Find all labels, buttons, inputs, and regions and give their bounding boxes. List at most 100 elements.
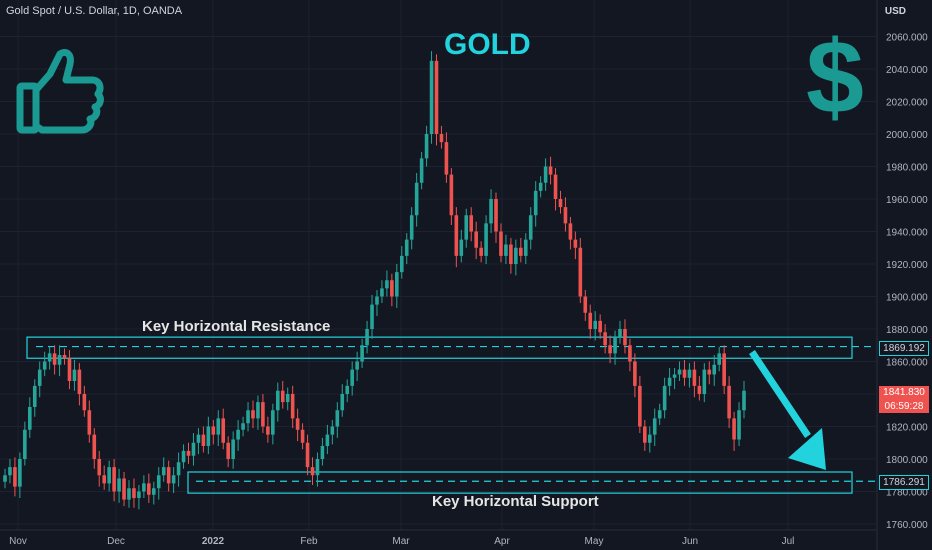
candle [62,348,67,365]
candle-body [171,475,176,484]
candle-body [295,418,300,430]
candle-body [712,364,717,375]
candle-body [23,429,27,459]
candle [593,311,598,341]
candle [151,481,156,505]
candle-body [325,434,330,446]
symbol-header[interactable]: Gold Spot / U.S. Dollar, 1D, OANDA [6,5,183,17]
candle [672,368,677,390]
candle [127,480,131,508]
candle-body [117,478,121,492]
candle-body [186,450,191,456]
candle-body [419,158,424,183]
candle-body [310,467,315,476]
candle-body [156,475,161,489]
candle [122,472,126,507]
candle [310,457,315,485]
candle [32,379,37,417]
candle-body [251,410,255,419]
candle-body [543,166,548,183]
candle-body [335,410,340,427]
candle [553,168,558,211]
candle [652,408,657,446]
candle-body [236,429,240,440]
candle-body [449,174,454,216]
candle [737,402,741,446]
y-tick-label: 1820.000 [886,423,928,434]
candle [72,359,77,391]
candle [256,395,260,430]
candle-body [469,215,474,232]
candle [538,176,543,198]
y-tick-label: 2060.000 [886,33,928,44]
candle-body [127,488,131,500]
candle [603,324,607,354]
candle-body [107,467,111,484]
candle [82,385,87,417]
candle-body [206,426,211,446]
candle-body [137,491,141,498]
candle-body [603,332,607,346]
candle [613,330,617,365]
candle-body [97,459,102,476]
candle-body [707,369,712,375]
candle [558,190,563,214]
candle-body [395,272,399,297]
candle [479,241,483,263]
candle [727,376,731,429]
candle-body [112,467,116,492]
candle [469,207,474,242]
candle-body [72,369,77,381]
candle [196,428,201,455]
candle [444,132,449,183]
y-tick-label: 1920.000 [886,260,928,271]
down-arrow [749,350,826,470]
candle-body [266,426,270,435]
candle [246,402,250,432]
candle [18,452,22,498]
candle [251,400,255,429]
candle [97,450,102,487]
candle [340,384,345,417]
support-price-tag: 1786.291 [879,475,929,490]
candle [523,233,528,264]
chart-title: GOLD [444,28,531,61]
candle [201,426,206,453]
candle [3,468,7,489]
candle [8,459,12,484]
candle-body [533,190,538,216]
candle [27,397,32,438]
candle-body [360,345,364,362]
x-tick-label: Jun [682,536,698,547]
candle [390,273,394,307]
y-tick-label: 1800.000 [886,455,928,466]
candle [419,151,424,190]
candle [211,420,216,445]
candle [409,207,414,250]
candle [598,314,602,339]
candle-body [424,134,429,159]
candle [697,376,702,401]
candle [434,54,439,146]
resistance-label: Key Horizontal Resistance [142,318,331,335]
candle-body [628,345,632,362]
candle [112,459,116,502]
candle [261,394,265,433]
candle-body [643,426,647,443]
candle [236,420,240,451]
candle-body [538,182,543,191]
candle-body [211,426,216,435]
candle-body [42,361,47,370]
candle [677,361,682,381]
countdown-tag: 06:59:28 [879,400,929,413]
candle [643,420,647,451]
candle-body [702,369,707,394]
candle [687,363,692,388]
candle [176,452,181,487]
candle-body [300,429,305,443]
candle-body [474,231,478,248]
candle-body [509,244,513,264]
candle [315,452,320,487]
candle-body [290,394,295,419]
